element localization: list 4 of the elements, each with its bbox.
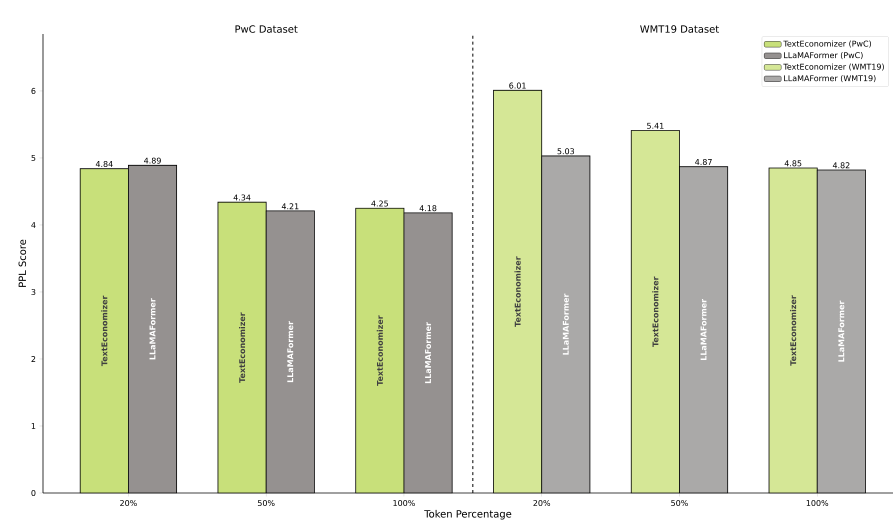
text: WMT19 Dataset xyxy=(640,25,719,33)
x-axis-title: Token Percentage xyxy=(424,510,512,520)
text: PwC Dataset xyxy=(236,25,298,33)
y-axis-title: PPL Score xyxy=(18,240,26,287)
